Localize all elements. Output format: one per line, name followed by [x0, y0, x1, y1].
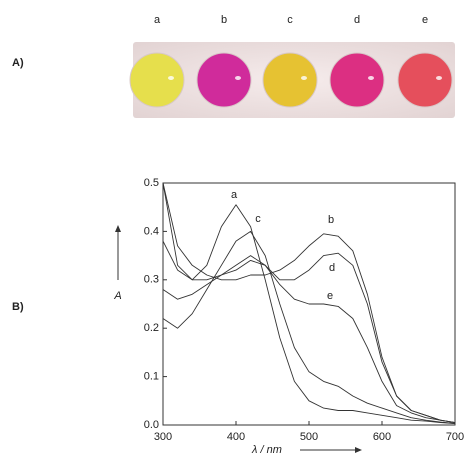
- x-tick-label: 500: [300, 431, 318, 443]
- spectrum-line: [162, 230, 456, 424]
- spectrum-line: [162, 255, 456, 424]
- series-label: a: [231, 189, 238, 201]
- well: [196, 52, 252, 108]
- panel-label: A): [12, 57, 24, 69]
- series-label: e: [327, 290, 333, 302]
- x-tick-label: 600: [373, 431, 391, 443]
- well-label: a: [154, 14, 161, 26]
- well-shine: [436, 76, 442, 80]
- well-shine: [235, 76, 241, 80]
- y-tick-label: 0.0: [144, 419, 159, 431]
- x-tick-label: 300: [154, 431, 172, 443]
- well-label: c: [287, 14, 293, 26]
- y-axis-label: A: [113, 290, 121, 302]
- panel-label: B): [12, 301, 24, 313]
- well-shine: [301, 76, 307, 80]
- well-label: d: [354, 14, 360, 26]
- x-tick-label: 400: [227, 431, 245, 443]
- well: [397, 52, 453, 108]
- x-tick-label: 700: [446, 431, 464, 443]
- x-axis-label: λ / nm: [251, 444, 282, 456]
- well-label: e: [422, 14, 428, 26]
- well-shine: [168, 76, 174, 80]
- y-tick-label: 0.1: [144, 371, 159, 383]
- y-tick-label: 0.4: [144, 225, 159, 237]
- spectrum-line: [162, 182, 456, 424]
- y-tick-label: 0.3: [144, 274, 159, 286]
- well-shine: [368, 76, 374, 80]
- well: [129, 52, 185, 108]
- well: [329, 52, 385, 108]
- well: [262, 52, 318, 108]
- spectrum-line: [162, 182, 456, 424]
- series-label: d: [329, 262, 335, 274]
- y-arrow-head: [115, 225, 121, 232]
- well-label: b: [221, 14, 227, 26]
- x-arrow-head: [355, 447, 362, 453]
- spectrum-line: [162, 240, 456, 424]
- y-tick-label: 0.2: [144, 322, 159, 334]
- series-label: c: [255, 213, 261, 225]
- y-tick-label: 0.5: [144, 177, 159, 189]
- series-label: b: [328, 214, 334, 226]
